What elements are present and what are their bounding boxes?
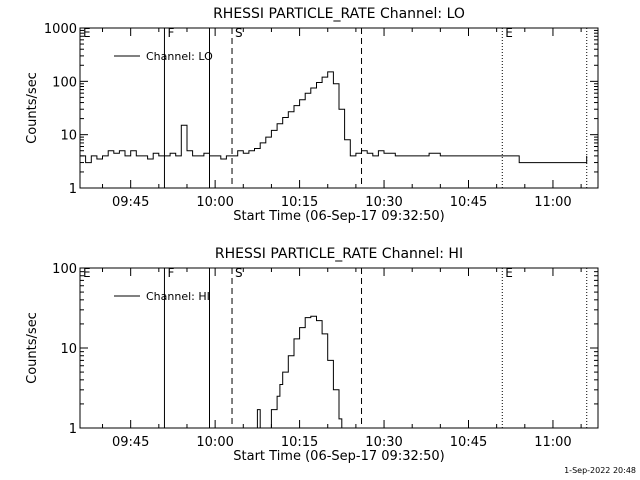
x-axis-label-1: Start Time (06-Sep-17 09:32:50) (233, 449, 444, 464)
x-tick-label-0-3: 10:30 (365, 195, 402, 210)
event-marker-label-0-1: F (167, 26, 174, 40)
y-tick-label-0-3: 1000 (44, 22, 77, 37)
legend-label-1: Channel: HI (146, 290, 210, 303)
x-tick-label-1-5: 11:00 (534, 435, 571, 450)
x-tick-label-0-5: 11:00 (534, 195, 571, 210)
event-marker-label-0-0: E (83, 26, 91, 40)
y-tick-label-0-2: 100 (52, 75, 77, 90)
x-tick-label-1-0: 09:45 (112, 435, 149, 450)
event-marker-label-1-5: E (505, 266, 513, 280)
x-tick-label-1-1: 10:00 (196, 435, 233, 450)
y-tick-label-1-1: 10 (60, 342, 77, 357)
y-axis-label-0: Counts/sec (25, 72, 40, 144)
footer-timestamp: 1-Sep-2022 20:48 (564, 466, 636, 475)
x-tick-label-0-1: 10:00 (196, 195, 233, 210)
plot-frame-0 (79, 27, 599, 189)
event-marker-label-1-0: E (83, 266, 91, 280)
event-marker-label-1-3: S (235, 266, 243, 280)
y-tick-label-1-0: 1 (69, 422, 77, 437)
event-marker-label-0-3: S (235, 26, 243, 40)
chart-title-1: RHESSI PARTICLE_RATE Channel: HI (215, 246, 463, 262)
y-tick-label-0-0: 1 (69, 182, 77, 197)
y-tick-label-0-1: 10 (60, 129, 77, 144)
y-axis-label-1: Counts/sec (25, 312, 40, 384)
x-tick-label-0-2: 10:15 (281, 195, 318, 210)
x-tick-label-1-3: 10:30 (365, 435, 402, 450)
legend-label-0: Channel: LO (146, 50, 213, 63)
series-line-0-0 (80, 71, 588, 164)
x-tick-label-0-0: 09:45 (112, 195, 149, 210)
x-axis-label-0: Start Time (06-Sep-17 09:32:50) (233, 209, 444, 224)
event-marker-label-1-1: F (167, 266, 174, 280)
x-tick-label-1-2: 10:15 (281, 435, 318, 450)
event-marker-label-0-5: E (505, 26, 513, 40)
x-tick-label-0-4: 10:45 (450, 195, 487, 210)
series-line-1-0 (254, 315, 343, 429)
chart-title-0: RHESSI PARTICLE_RATE Channel: LO (213, 6, 465, 22)
x-tick-label-1-4: 10:45 (450, 435, 487, 450)
y-tick-label-1-2: 100 (52, 262, 77, 277)
